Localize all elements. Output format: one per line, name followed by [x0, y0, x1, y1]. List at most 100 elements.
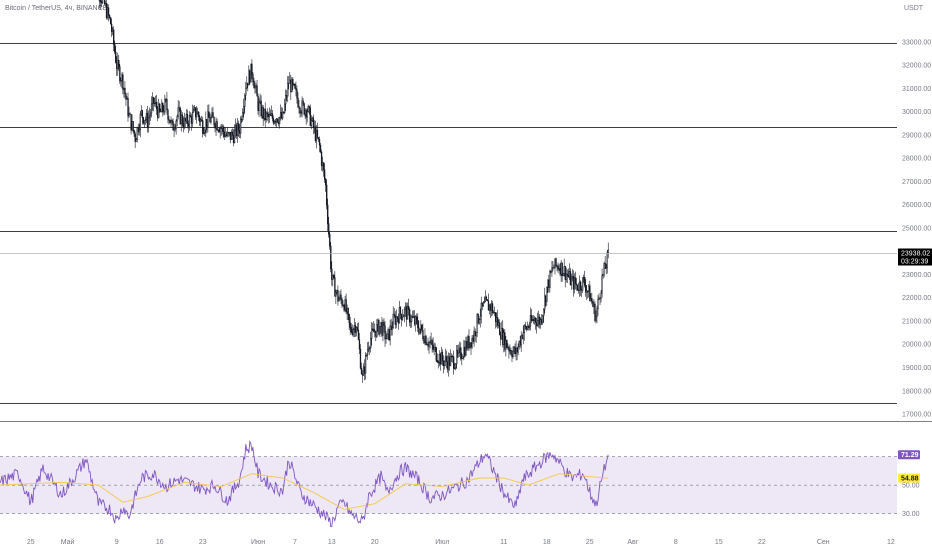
candle-body	[574, 278, 575, 289]
rsi-value: 71.29	[901, 452, 919, 459]
candle-body	[389, 329, 390, 339]
candle-body	[535, 318, 536, 322]
candle-body	[541, 319, 542, 322]
candle-body	[598, 299, 599, 308]
candle-body	[271, 114, 272, 116]
candle-body	[553, 268, 554, 269]
candle-body	[118, 60, 119, 66]
candle-body	[176, 121, 177, 128]
candle-body	[290, 80, 291, 92]
candle-body	[185, 119, 186, 122]
candle-body	[326, 185, 327, 205]
candle-body	[363, 367, 364, 376]
candle-body	[584, 277, 585, 285]
candle-body	[505, 340, 506, 349]
candle-body	[538, 317, 539, 321]
candle-body	[499, 323, 500, 335]
candle-body	[110, 18, 111, 24]
candle-body	[264, 109, 265, 118]
candle-body	[509, 348, 510, 351]
candle-body	[523, 333, 524, 339]
candle-body	[130, 114, 131, 115]
candle-body	[261, 101, 262, 116]
candle-body	[576, 284, 577, 285]
candle-body	[343, 305, 344, 306]
candle-body	[467, 341, 468, 348]
candle-body	[403, 316, 404, 317]
candle-body	[108, 8, 109, 16]
candle-body	[136, 139, 137, 141]
candle-body	[151, 104, 152, 113]
candle-body	[220, 128, 221, 132]
candle-body	[107, 8, 108, 18]
horizontal-levels[interactable]	[0, 44, 897, 404]
candle-body	[348, 308, 349, 314]
candle-body	[120, 81, 121, 82]
candle-body	[594, 304, 595, 307]
candle-body	[304, 103, 305, 114]
candle-body	[525, 326, 526, 327]
candle-body	[144, 121, 145, 123]
candle-body	[188, 124, 189, 127]
candle-body	[487, 300, 488, 301]
candle-body	[520, 341, 521, 345]
candle-body	[313, 118, 314, 128]
candle-body	[394, 314, 395, 316]
candle-body	[218, 130, 219, 131]
time-tick-label: Авг	[627, 539, 638, 546]
candle-body	[528, 326, 529, 327]
time-tick-label: Июл	[435, 539, 449, 546]
candle-body	[481, 303, 482, 316]
candle-body	[597, 309, 598, 317]
candle-body	[263, 108, 264, 119]
candle-body	[212, 112, 213, 117]
candle-body	[561, 263, 562, 275]
candle-body	[476, 332, 477, 335]
candle-body	[420, 325, 421, 329]
candle-body	[434, 347, 435, 349]
candle-body	[347, 308, 348, 312]
candle-body	[555, 259, 556, 268]
candle-body	[533, 319, 534, 320]
candle-body	[338, 290, 339, 301]
candle-body	[123, 75, 124, 90]
candle-body	[223, 127, 224, 132]
candle-body	[380, 326, 381, 334]
candle-body	[522, 336, 523, 339]
candle-body	[211, 117, 212, 122]
candle-body	[429, 342, 430, 346]
candle-body	[405, 307, 406, 310]
candle-body	[357, 327, 358, 330]
candle-body	[550, 271, 551, 288]
candle-body	[410, 321, 411, 322]
candle-body	[138, 127, 139, 132]
candle-body	[230, 132, 231, 139]
candle-body	[311, 120, 312, 125]
candle-body	[214, 117, 215, 124]
candle-body	[178, 108, 179, 117]
candle-body	[140, 114, 141, 130]
candle-body	[186, 114, 187, 121]
candle-body	[443, 361, 444, 366]
candle-body	[190, 115, 191, 116]
candle-body	[388, 329, 389, 334]
candle-body	[319, 139, 320, 145]
candle-body	[364, 367, 365, 373]
candle-body	[284, 104, 285, 113]
candle-body	[227, 133, 228, 136]
candle-body	[534, 318, 535, 321]
candle-body	[299, 107, 300, 109]
candle-body	[216, 122, 217, 129]
price-axis[interactable]: 33000.0032000.0031000.0030000.0029000.00…	[902, 39, 931, 418]
candle-body	[324, 170, 325, 180]
candle-body	[536, 323, 537, 326]
candle-body	[331, 269, 332, 280]
candle-body	[342, 299, 343, 305]
candle-body	[352, 332, 353, 335]
candle-body	[504, 333, 505, 350]
candle-body	[407, 306, 408, 319]
candle-body	[392, 328, 393, 330]
